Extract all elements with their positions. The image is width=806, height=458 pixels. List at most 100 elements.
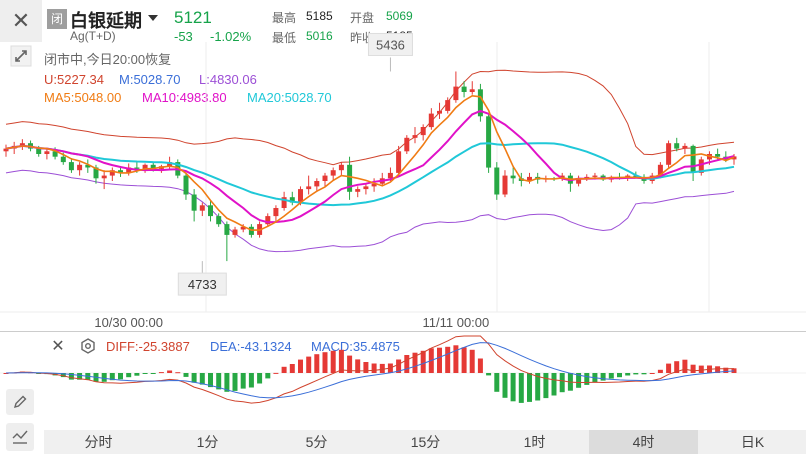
macd-bar xyxy=(641,373,647,375)
dea-line xyxy=(5,342,735,399)
macd-bar xyxy=(199,373,205,385)
candle xyxy=(109,167,115,181)
candle xyxy=(355,186,361,198)
candle xyxy=(208,199,213,222)
macd-bar xyxy=(437,347,442,373)
macd-bar xyxy=(68,373,74,380)
macd-bar xyxy=(371,363,377,373)
macd-bar xyxy=(101,373,107,382)
macd-chart[interactable] xyxy=(0,332,806,428)
tab-timeframe[interactable]: 1分 xyxy=(196,434,219,450)
macd-bar xyxy=(461,347,467,373)
macd-close-button[interactable]: ✕ xyxy=(49,337,67,355)
boll-l-label: L:4830.06 xyxy=(199,72,257,87)
open-value: 5069 xyxy=(386,9,413,23)
macd-bar xyxy=(265,373,271,379)
candle xyxy=(330,167,336,181)
expand-button[interactable] xyxy=(0,44,42,68)
low-label: 最低 xyxy=(272,31,297,45)
macd-bar xyxy=(126,373,132,378)
close-icon: ✕ xyxy=(11,8,31,33)
low-marker-label: 4733 xyxy=(188,277,217,292)
candle xyxy=(404,135,410,155)
candle xyxy=(682,143,688,155)
chevron-down-icon[interactable] xyxy=(147,13,159,23)
macd-bar xyxy=(379,363,385,373)
ma20-line xyxy=(5,142,735,207)
candle xyxy=(477,83,483,122)
macd-dea-label: DEA:-43.1324 xyxy=(210,339,292,354)
macd-bar xyxy=(273,372,279,374)
macd-bar xyxy=(494,373,500,392)
candle xyxy=(281,191,287,211)
draw-tool-button[interactable] xyxy=(6,389,34,415)
candle xyxy=(273,205,279,222)
candle xyxy=(347,156,353,200)
macd-settings-button[interactable] xyxy=(79,337,97,355)
macd-bar xyxy=(216,373,222,390)
macd-bar xyxy=(486,373,492,376)
price-change: -53 xyxy=(174,29,193,44)
macd-bar xyxy=(690,364,696,373)
x-tick-label: 10/30 00:00 xyxy=(94,315,163,330)
macd-bar xyxy=(445,346,451,373)
candle xyxy=(461,81,467,98)
macd-bar xyxy=(142,373,148,374)
macd-bar xyxy=(649,373,655,374)
tab-timeframe[interactable]: 15分 xyxy=(410,434,441,450)
tab-timeframe[interactable]: 1时 xyxy=(523,434,546,450)
macd-bar xyxy=(134,373,140,376)
macd-bar xyxy=(60,373,66,378)
macd-diff-label: DIFF:-25.3887 xyxy=(106,339,190,354)
candle xyxy=(584,174,590,181)
candle xyxy=(306,175,312,195)
tab-timeframe[interactable]: 4时 xyxy=(589,430,698,454)
candle xyxy=(428,108,434,130)
tab-timeframe[interactable]: 分时 xyxy=(84,434,113,450)
candle xyxy=(690,144,696,181)
candle xyxy=(85,159,91,173)
macd-bar xyxy=(167,370,173,373)
indicator-icon xyxy=(12,430,28,444)
price-change-pct: -1.02% xyxy=(210,29,252,44)
candle xyxy=(666,140,672,168)
macd-bar xyxy=(322,352,328,373)
macd-bar xyxy=(477,358,483,373)
macd-bar xyxy=(118,373,123,380)
macd-value-label: MACD:35.4875 xyxy=(311,339,400,354)
macd-bar xyxy=(150,373,156,374)
macd-bar xyxy=(298,359,303,373)
candlestick-chart[interactable]: 5436 4733 10/30 00:00 11/11 00:00 xyxy=(0,0,806,335)
indicator-button[interactable] xyxy=(6,423,34,451)
ma5-line xyxy=(5,94,735,231)
macd-bar xyxy=(715,366,721,373)
ma10-line xyxy=(5,109,735,224)
macd-bar xyxy=(674,361,680,373)
high-marker: 5436 xyxy=(367,32,413,72)
product-name[interactable]: 白银延期 xyxy=(70,11,142,31)
ma20-label: MA20:5028.70 xyxy=(247,90,332,105)
tab-timeframe[interactable]: 日K xyxy=(740,434,765,450)
high-label: 最高 xyxy=(272,11,297,25)
macd-bar xyxy=(510,373,516,402)
close-button[interactable]: ✕ xyxy=(0,0,42,42)
ma10-label: MA10:4983.80 xyxy=(142,90,227,105)
macd-bar xyxy=(535,373,541,401)
macd-bar xyxy=(559,373,565,393)
tab-timeframe[interactable]: 5分 xyxy=(305,434,328,450)
boll-m-label: M:5028.70 xyxy=(119,72,181,87)
candle xyxy=(224,221,230,262)
macd-bar xyxy=(608,373,614,379)
macd-bar xyxy=(584,373,590,385)
product-code: Ag(T+D) xyxy=(70,29,116,43)
candle xyxy=(44,148,50,160)
macd-bar xyxy=(518,373,524,403)
candle xyxy=(183,172,189,200)
candle xyxy=(469,81,475,95)
macd-bar xyxy=(420,350,426,373)
macd-bar xyxy=(551,373,557,396)
candle xyxy=(322,172,328,187)
candle xyxy=(437,102,442,119)
macd-bar xyxy=(224,373,230,392)
candle xyxy=(363,183,369,195)
